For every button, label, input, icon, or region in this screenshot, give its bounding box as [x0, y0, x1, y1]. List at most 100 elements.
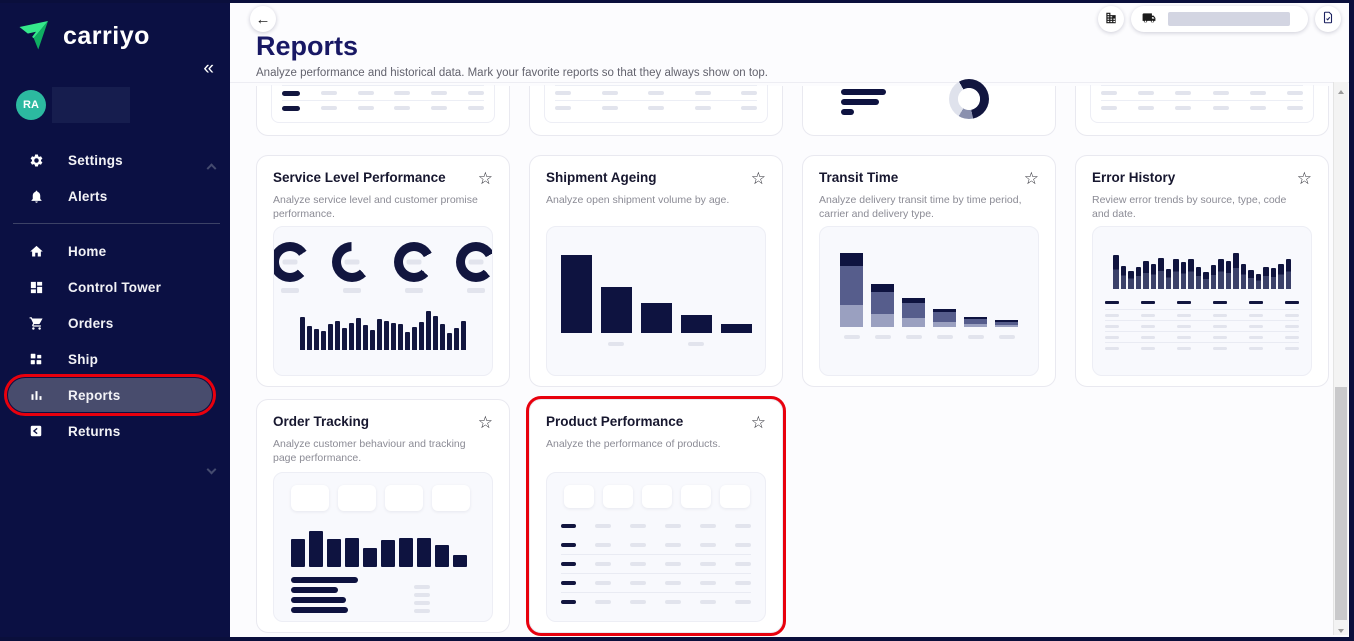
card-description: Analyze the performance of products.	[546, 438, 721, 450]
sidebar-item-label: Control Tower	[68, 279, 162, 295]
report-thumbnail	[1090, 85, 1314, 123]
app-window: carriyo « RA Settings Alerts	[0, 3, 1349, 637]
sidebar: carriyo « RA Settings Alerts	[0, 3, 230, 637]
vertical-scrollbar	[1333, 82, 1348, 635]
card-title: Product Performance	[546, 414, 684, 429]
triangle-down-icon	[1338, 628, 1344, 633]
back-button[interactable]: ←	[250, 6, 276, 32]
report-card-partial[interactable]	[1075, 85, 1329, 136]
scrollbar-down-arrow[interactable]	[1334, 621, 1348, 635]
favorite-star-button[interactable]: ☆	[477, 169, 493, 188]
sidebar-nav: Settings Alerts Home Control Tower	[0, 143, 230, 448]
organization-button[interactable]	[1098, 6, 1124, 32]
card-description: Analyze open shipment volume by age.	[546, 194, 730, 206]
sidebar-item-control-tower[interactable]: Control Tower	[8, 270, 212, 304]
top-toolbar	[1098, 6, 1341, 32]
carriyo-logo-icon	[19, 21, 48, 50]
report-thumbnail	[544, 85, 768, 123]
tasks-button[interactable]	[1315, 6, 1341, 32]
report-thumbnail	[546, 226, 766, 376]
report-thumbnail	[546, 472, 766, 622]
document-check-icon	[1321, 10, 1335, 28]
favorite-star-button[interactable]: ☆	[477, 413, 493, 432]
sidebar-scroll-up[interactable]	[206, 159, 220, 173]
report-card-partial[interactable]	[529, 85, 783, 136]
avatar[interactable]: RA	[16, 90, 46, 120]
card-description: Analyze customer behaviour and tracking …	[273, 438, 466, 465]
report-card-service-level-performance[interactable]: Service Level Performance ☆ Analyze serv…	[256, 155, 510, 387]
report-thumbnail	[1092, 226, 1312, 376]
gear-icon	[28, 152, 44, 168]
favorite-star-button[interactable]: ☆	[750, 413, 766, 432]
carriyo-logo: carriyo	[0, 3, 230, 53]
card-title: Error History	[1092, 170, 1176, 185]
shipper-value-redacted	[1168, 12, 1290, 26]
truck-icon	[1141, 11, 1157, 28]
reports-grid: Service Level Performance ☆ Analyze serv…	[230, 79, 1349, 637]
chevron-down-icon	[206, 464, 217, 474]
sidebar-item-ship[interactable]: Ship	[8, 342, 212, 376]
sidebar-item-label: Settings	[68, 152, 123, 168]
report-thumbnail	[273, 472, 493, 622]
card-description: Review error trends by source, type, cod…	[1092, 194, 1287, 221]
report-card-transit-time[interactable]: Transit Time ☆ Analyze delivery transit …	[802, 155, 1056, 387]
scrollbar-thumb[interactable]	[1335, 387, 1347, 620]
card-row-partial	[256, 79, 1349, 136]
report-card-shipment-ageing[interactable]: Shipment Ageing ☆ Analyze open shipment …	[529, 155, 783, 387]
shipper-selector[interactable]	[1131, 6, 1308, 32]
cluster-icon	[28, 351, 44, 367]
home-icon	[28, 243, 44, 259]
user-name-redacted	[52, 87, 130, 123]
back-arrow-icon: ←	[255, 10, 271, 28]
sidebar-scroll-down[interactable]	[206, 463, 220, 475]
report-thumbnail	[273, 226, 493, 376]
sidebar-collapse-button[interactable]: «	[203, 59, 214, 78]
triangle-up-icon	[1338, 89, 1344, 94]
favorite-star-button[interactable]: ☆	[750, 169, 766, 188]
report-thumbnail	[819, 226, 1039, 376]
bell-icon	[28, 188, 44, 204]
card-title: Service Level Performance	[273, 170, 446, 185]
report-card-product-performance[interactable]: Product Performance ☆ Analyze the perfor…	[526, 396, 786, 636]
collapse-chevrons-icon: «	[203, 58, 214, 79]
favorite-star-button[interactable]: ☆	[1023, 169, 1039, 188]
sidebar-item-label: Home	[68, 243, 107, 259]
dashboard-icon	[28, 279, 44, 295]
sidebar-item-label: Reports	[68, 387, 121, 403]
card-row: Order Tracking ☆ Analyze customer behavi…	[256, 396, 1349, 636]
building-icon	[1104, 11, 1118, 28]
logo-wordmark: carriyo	[63, 21, 150, 50]
sidebar-item-orders[interactable]: Orders	[8, 306, 212, 340]
report-thumbnail	[817, 79, 1041, 123]
favorite-star-button[interactable]: ☆	[1296, 169, 1312, 188]
returns-box-icon	[28, 423, 44, 439]
bar-chart-icon	[28, 387, 44, 403]
sidebar-item-alerts[interactable]: Alerts	[8, 179, 212, 213]
page-title: Reports	[256, 31, 359, 61]
page-subtitle: Analyze performance and historical data.…	[256, 67, 769, 79]
card-title: Shipment Ageing	[546, 170, 657, 185]
sidebar-item-label: Returns	[68, 423, 121, 439]
sidebar-item-returns[interactable]: Returns	[8, 414, 212, 448]
card-description: Analyze service level and customer promi…	[273, 194, 478, 221]
sidebar-item-reports[interactable]: Reports	[4, 374, 216, 416]
sidebar-item-home[interactable]: Home	[8, 234, 212, 268]
card-row: Service Level Performance ☆ Analyze serv…	[256, 155, 1349, 387]
sidebar-item-label: Ship	[68, 351, 99, 367]
scrollbar-up-arrow[interactable]	[1334, 82, 1348, 96]
report-card-partial[interactable]	[802, 79, 1056, 136]
sidebar-item-label: Alerts	[68, 188, 108, 204]
report-card-order-tracking[interactable]: Order Tracking ☆ Analyze customer behavi…	[256, 399, 510, 633]
card-description: Analyze delivery transit time by time pe…	[819, 194, 1022, 221]
sidebar-item-label: Orders	[68, 315, 114, 331]
sidebar-item-settings[interactable]: Settings	[8, 143, 212, 177]
report-thumbnail	[271, 85, 495, 123]
main-area: ← Reports Analyze performance and histor…	[230, 3, 1349, 637]
sidebar-divider	[13, 223, 220, 224]
card-title: Order Tracking	[273, 414, 370, 429]
user-profile[interactable]: RA	[16, 87, 230, 123]
report-card-partial[interactable]	[256, 85, 510, 136]
report-card-error-history[interactable]: Error History ☆ Review error trends by s…	[1075, 155, 1329, 387]
card-title: Transit Time	[819, 170, 899, 185]
cart-icon	[28, 315, 44, 331]
